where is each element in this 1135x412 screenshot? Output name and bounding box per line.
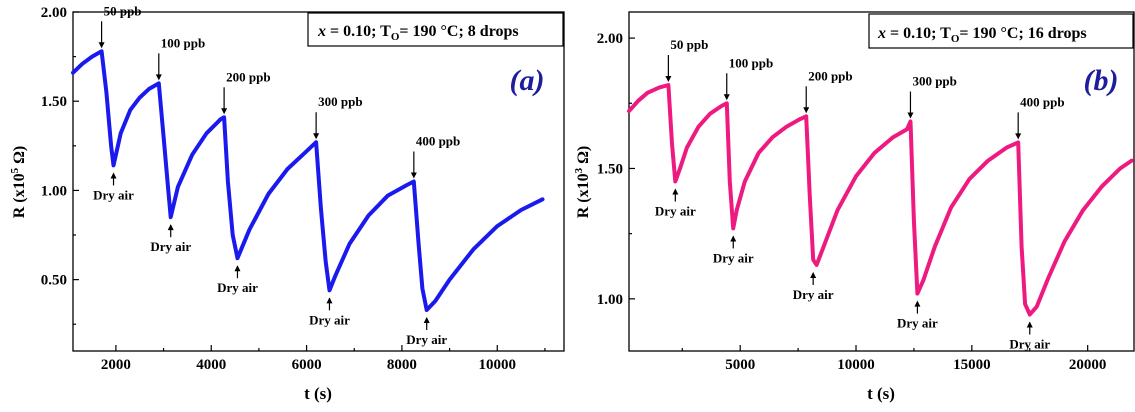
- arrow-head-icon: [155, 74, 162, 81]
- y-label-pre: R (x10: [11, 173, 28, 218]
- arrow-head-icon: [907, 112, 914, 119]
- info-mid: = 0.10; T: [886, 25, 951, 42]
- y-tick-label: 1.00: [41, 183, 67, 199]
- panel-label: (a): [510, 64, 545, 97]
- arrow-head-icon: [110, 172, 117, 179]
- annotation-label: 300 ppb: [318, 94, 362, 109]
- x-axis-label: t (s): [867, 384, 895, 403]
- arrow-head-icon: [914, 300, 921, 307]
- arrow-head-icon: [98, 42, 105, 49]
- info-box: [307, 12, 564, 47]
- annotation-label: Dry air: [897, 316, 938, 331]
- y-label-post: Ω): [11, 146, 28, 168]
- info-box: [868, 13, 1134, 49]
- chart-a-svg: 2000 4000 6000 8000 10000 0.50 1.00 1.50 2.00 50 …: [9, 3, 565, 403]
- annotation-label: Dry air: [93, 187, 134, 202]
- arrow-head-icon: [167, 224, 174, 231]
- info-box-text: x = 0.10; TO= 190 °C; 16 drops: [877, 25, 1087, 45]
- annotation-label: 400 ppb: [1020, 94, 1064, 109]
- annotation-label: Dry air: [309, 312, 350, 327]
- y-tick-label: 1.50: [41, 94, 67, 110]
- plot-frame: [72, 11, 565, 352]
- arrow-head-icon: [234, 265, 241, 272]
- y-tick-label: 1.00: [597, 292, 623, 308]
- annotation-label: 200 ppb: [226, 69, 270, 84]
- x-tick-label: 4000: [196, 357, 226, 373]
- chart-b-svg: 5000 10000 15000 20000 1.00 1.50 2.00 50 ppb 100…: [573, 11, 1135, 403]
- arrow-head-icon: [326, 297, 333, 304]
- info-var: x: [317, 23, 326, 40]
- arrow-head-icon: [221, 108, 228, 115]
- arrow-head-icon: [803, 107, 810, 114]
- info-sub: O: [951, 33, 960, 45]
- annotation-label: 200 ppb: [808, 68, 852, 83]
- x-axis-label: t (s): [304, 384, 332, 403]
- annotation-label: 100 ppb: [161, 35, 205, 50]
- info-post: = 190 °C; 8 drops: [399, 23, 518, 40]
- x-tick-label: 15000: [953, 357, 991, 373]
- x-tick-label: 10000: [837, 357, 875, 373]
- annotation-label: Dry air: [793, 287, 834, 302]
- y-label-post: Ω): [575, 146, 592, 168]
- arrow-head-icon: [423, 316, 430, 323]
- y-tick-label: 2.00: [41, 5, 67, 21]
- info-post: = 190 °C; 16 drops: [959, 25, 1086, 42]
- annotation-label: 50 ppb: [104, 3, 142, 18]
- annotation-label: 50 ppb: [670, 37, 708, 52]
- plot-frame: [628, 11, 1135, 352]
- annotation-label: Dry air: [217, 280, 258, 295]
- annotation-label: 400 ppb: [416, 134, 460, 149]
- info-box-text: x = 0.10; TO= 190 °C; 8 drops: [317, 23, 519, 43]
- annotation-label: Dry air: [406, 332, 447, 347]
- arrow-head-icon: [672, 188, 679, 195]
- y-tick-label: 2.00: [597, 31, 623, 47]
- x-tick-label: 5000: [725, 357, 755, 373]
- series-line: [71, 49, 545, 312]
- arrow-head-icon: [1015, 133, 1022, 140]
- y-tick-label: 1.50: [597, 161, 623, 177]
- y-axis-label: R (x103 Ω): [573, 146, 592, 219]
- arrow-head-icon: [665, 76, 672, 83]
- arrow-head-icon: [1026, 321, 1033, 328]
- x-tick-label: 2000: [101, 357, 131, 373]
- annotation-label: 100 ppb: [729, 55, 773, 70]
- y-label-sup: 5: [9, 167, 21, 173]
- y-axis-label: R (x105 Ω): [9, 146, 28, 219]
- annotation-label: Dry air: [1009, 336, 1050, 351]
- x-tick-label: 10000: [479, 357, 517, 373]
- annotation-label: Dry air: [655, 204, 696, 219]
- annotation-label: 300 ppb: [912, 74, 956, 89]
- panel-label: (b): [1084, 64, 1119, 97]
- x-tick-label: 20000: [1069, 357, 1107, 373]
- arrow-head-icon: [410, 172, 417, 179]
- chart-panel-a: 2000 4000 6000 8000 10000 0.50 1.00 1.50 2.00 50 …: [0, 0, 568, 407]
- arrow-head-icon: [730, 235, 737, 242]
- annotation-label: Dry air: [713, 250, 754, 265]
- info-var: x: [877, 25, 886, 42]
- arrow-head-icon: [810, 271, 817, 278]
- y-label-pre: R (x10: [575, 173, 592, 218]
- x-tick-label: 8000: [387, 357, 417, 373]
- arrow-head-icon: [723, 94, 730, 101]
- annotation-label: Dry air: [150, 239, 191, 254]
- y-label-sup: 3: [573, 167, 585, 173]
- y-tick-label: 0.50: [41, 273, 67, 289]
- info-sub: O: [391, 31, 400, 43]
- arrow-head-icon: [313, 133, 320, 140]
- x-tick-label: 6000: [292, 357, 322, 373]
- chart-panel-b: 5000 10000 15000 20000 1.00 1.50 2.00 50 ppb 100…: [568, 0, 1135, 407]
- info-mid: = 0.10; T: [326, 23, 391, 40]
- series-line: [627, 83, 1134, 317]
